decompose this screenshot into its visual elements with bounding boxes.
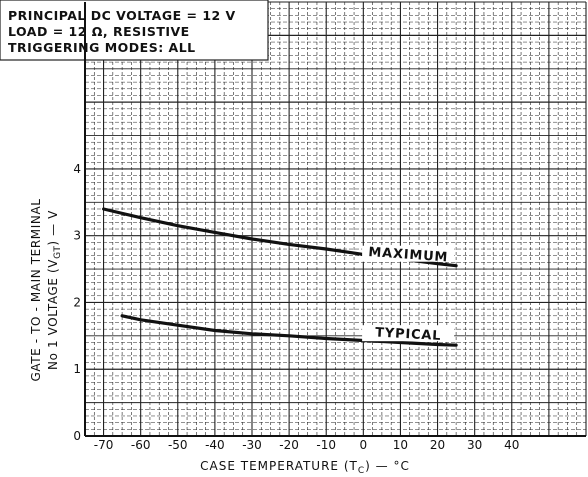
x-tick-label: 30 — [467, 438, 482, 452]
x-tick-label: 40 — [504, 438, 519, 452]
y-tick-label: 3 — [73, 229, 81, 243]
x-tick-label: 0 — [360, 438, 368, 452]
y-tick-label: 4 — [73, 162, 81, 176]
series-label-background — [362, 245, 455, 262]
conditions-note: PRINCIPAL DC VOLTAGE = 12 V LOAD = 12 Ω,… — [8, 8, 236, 56]
x-tick-label: -50 — [168, 438, 188, 452]
y-axis-title-line-2: No 1 VOLTAGE (VGT) — V — [46, 210, 63, 370]
x-tick-label: -20 — [279, 438, 299, 452]
grid — [84, 1, 587, 437]
note-line-2: LOAD = 12 Ω, RESISTIVE — [8, 24, 190, 39]
y-axis-label-background — [0, 140, 84, 440]
series-label-maximum: MAXIMUM — [368, 245, 449, 266]
x-tick-label: 10 — [393, 438, 408, 452]
labels: -70 -60 -50 -40 -30 -20 -10 0 10 20 30 40 0 1 2 3 4 CASE … — [29, 162, 519, 476]
x-axis-title: CASE TEMPERATURE (TC) — °C — [200, 459, 410, 476]
y-tick-label: 1 — [73, 362, 81, 376]
note-line-3: TRIGGERING MODES: ALL — [8, 40, 196, 55]
x-tick-label: -10 — [316, 438, 336, 452]
x-tick-label: -70 — [94, 438, 114, 452]
x-tick-label: -60 — [131, 438, 151, 452]
x-tick-label: -40 — [205, 438, 225, 452]
series-line-typical — [120, 314, 458, 347]
y-tick-label: 0 — [73, 429, 81, 443]
x-tick-label: 20 — [430, 438, 445, 452]
series-label-typical: TYPICAL — [375, 325, 442, 343]
y-tick-label: 2 — [73, 295, 81, 309]
note-line-1: PRINCIPAL DC VOLTAGE = 12 V — [8, 8, 236, 23]
x-tick-label: -30 — [242, 438, 262, 452]
series-label-background — [362, 325, 455, 342]
y-axis-title-line-1: GATE - TO - MAIN TERMINAL — [29, 198, 43, 381]
axes — [84, 2, 586, 437]
conditions-box-background — [0, 0, 269, 61]
